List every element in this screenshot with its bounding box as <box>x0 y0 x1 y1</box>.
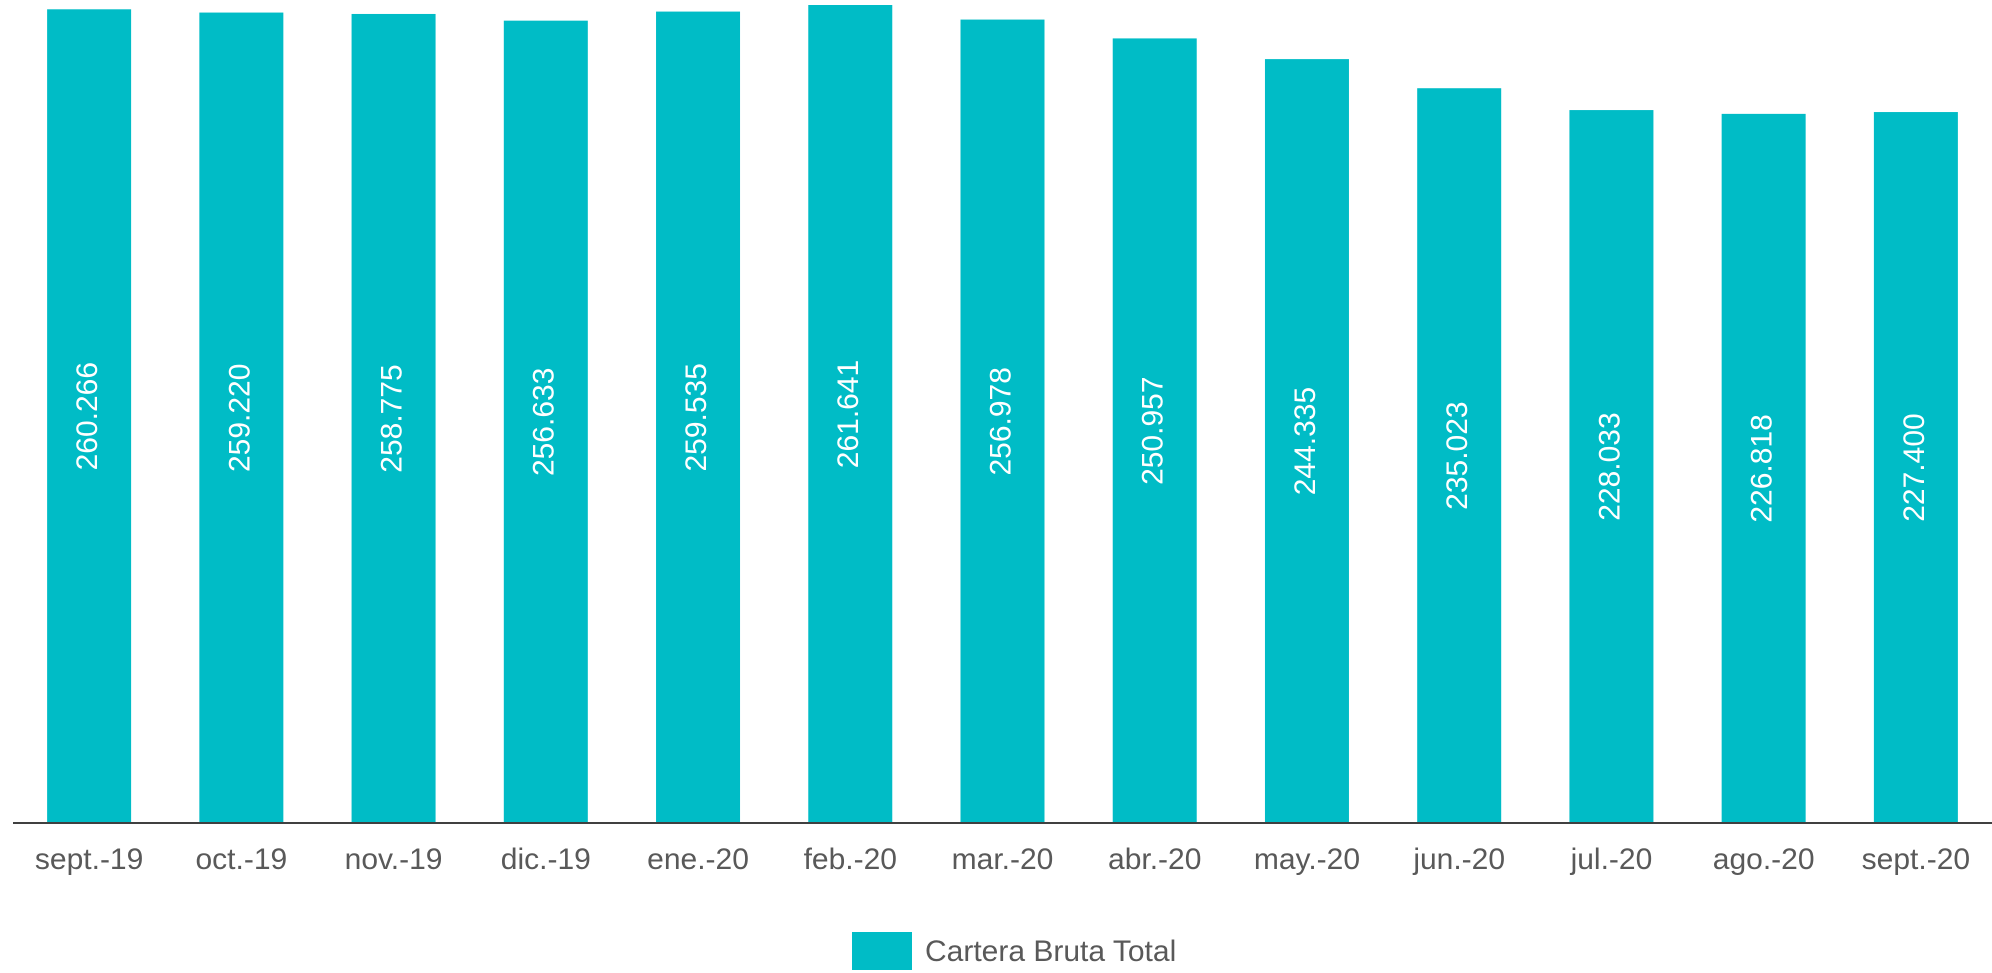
x-tick-label: jul.-20 <box>1570 843 1653 876</box>
data-label: 256.633 <box>528 368 561 476</box>
bar <box>1417 88 1502 823</box>
bar <box>351 13 436 823</box>
data-label: 250.957 <box>1137 376 1170 484</box>
data-label: 259.535 <box>680 363 713 471</box>
x-tick-label: jun.-20 <box>1412 843 1505 876</box>
bar <box>656 11 741 824</box>
legend-swatch <box>852 932 912 970</box>
data-label: 256.978 <box>984 367 1017 475</box>
x-tick-label: ene.-20 <box>647 843 749 876</box>
x-tick-label: mar.-20 <box>952 843 1054 876</box>
data-label: 244.335 <box>1289 387 1322 495</box>
bar <box>1873 112 1958 823</box>
data-label: 227.400 <box>1898 413 1931 521</box>
data-label: 258.775 <box>375 364 408 472</box>
x-tick-label: ago.-20 <box>1713 843 1815 876</box>
bar <box>808 5 893 823</box>
x-tick-label: sept.-19 <box>35 843 143 876</box>
x-tick-label: dic.-19 <box>501 843 591 876</box>
legend-label: Cartera Bruta Total <box>925 935 1176 968</box>
data-label: 260.266 <box>71 362 104 470</box>
data-label: 259.220 <box>223 364 256 472</box>
x-tick-label: nov.-19 <box>345 843 443 876</box>
data-label: 226.818 <box>1746 414 1779 522</box>
bar <box>1112 38 1197 823</box>
bar <box>1569 110 1654 824</box>
bar <box>1264 59 1349 824</box>
bar <box>1721 113 1806 824</box>
bar <box>503 20 588 824</box>
x-tick-label: may.-20 <box>1254 843 1360 876</box>
x-tick-label: sept.-20 <box>1862 843 1970 876</box>
bar <box>199 12 284 823</box>
x-tick-label: feb.-20 <box>804 843 897 876</box>
data-label: 261.641 <box>832 360 865 468</box>
data-label: 235.023 <box>1441 401 1474 509</box>
x-tick-label: abr.-20 <box>1108 843 1201 876</box>
x-tick-label: oct.-19 <box>195 843 287 876</box>
bar <box>960 19 1045 824</box>
data-label: 228.033 <box>1593 412 1626 520</box>
bar <box>47 9 132 824</box>
